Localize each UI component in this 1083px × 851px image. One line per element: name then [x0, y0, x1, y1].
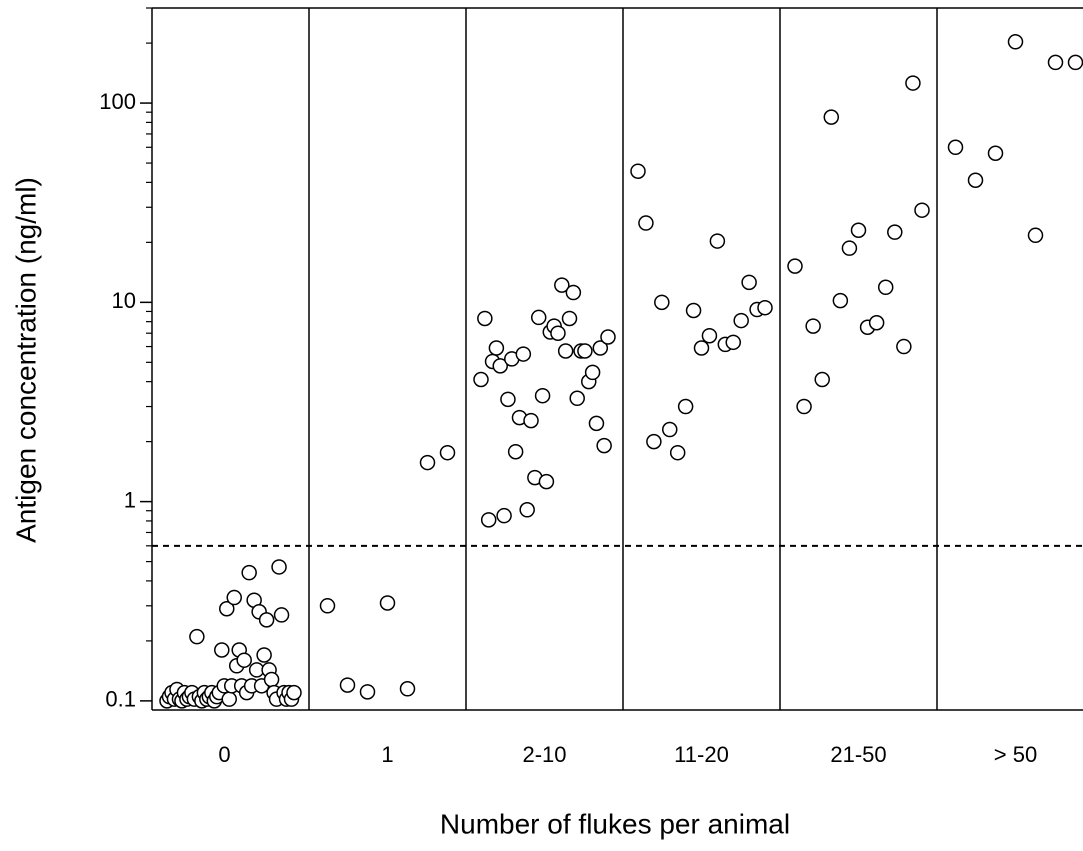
- data-point: [515, 346, 532, 362]
- data-point: [271, 559, 287, 575]
- x-tick-label: > 50: [994, 742, 1037, 767]
- data-point: [967, 172, 984, 188]
- data-point: [741, 274, 757, 291]
- data-point: [519, 502, 535, 518]
- data-point: [339, 677, 356, 693]
- data-point: [592, 340, 609, 356]
- x-tick-label: 2-10: [522, 742, 566, 767]
- data-point: [677, 398, 694, 415]
- y-tick-label: 10: [112, 288, 136, 313]
- data-point: [236, 652, 252, 668]
- data-point: [241, 564, 257, 581]
- data-point: [565, 284, 582, 301]
- y-tick-label: 1: [124, 487, 136, 512]
- data-point: [219, 600, 235, 617]
- data-point: [850, 222, 867, 239]
- data-point: [226, 589, 242, 606]
- data-point: [887, 224, 903, 240]
- data-point: [538, 473, 555, 490]
- data-point: [189, 628, 205, 645]
- data-point: [477, 310, 493, 327]
- data-point: [662, 421, 678, 438]
- data-point: [823, 109, 840, 125]
- data-point: [480, 512, 497, 528]
- data-point: [669, 444, 686, 461]
- data-point: [600, 329, 616, 345]
- data-point: [263, 671, 280, 688]
- data-point: [569, 390, 585, 407]
- data-point: [701, 327, 718, 344]
- data-point: [1027, 227, 1044, 244]
- data-point: [596, 437, 612, 454]
- data-point: [787, 258, 803, 274]
- data-point: [507, 443, 524, 460]
- data-point: [646, 433, 662, 450]
- data-point: [914, 202, 930, 218]
- data-point: [709, 233, 726, 249]
- data-point: [577, 343, 593, 359]
- data-point: [588, 415, 605, 432]
- data-point: [630, 163, 646, 179]
- data-point: [725, 334, 741, 351]
- data-point: [359, 684, 376, 700]
- data-point: [685, 302, 702, 319]
- data-point: [561, 310, 578, 327]
- data-point: [221, 691, 238, 707]
- y-tick-label: 0.1: [105, 687, 136, 712]
- data-point: [530, 309, 547, 326]
- data-point: [1007, 34, 1024, 50]
- x-tick-label: 1: [381, 742, 393, 767]
- data-point: [523, 412, 539, 429]
- data-point: [1047, 54, 1064, 71]
- data-point: [796, 398, 812, 415]
- data-point: [814, 371, 830, 388]
- data-point: [987, 145, 1004, 162]
- x-tick-label: 11-20: [674, 742, 729, 767]
- data-point: [256, 647, 272, 663]
- data-point: [214, 642, 230, 658]
- data-point: [905, 75, 921, 91]
- data-point: [733, 312, 749, 329]
- y-axis-title: Antigen concentration (ng/ml): [10, 177, 41, 543]
- data-point: [877, 279, 894, 296]
- data-point: [488, 340, 505, 356]
- data-point: [550, 325, 566, 341]
- data-point: [473, 371, 489, 388]
- data-point: [693, 340, 710, 356]
- x-tick-label: 21-50: [830, 742, 886, 767]
- data-point: [584, 364, 601, 381]
- data-point: [947, 139, 964, 156]
- data-point: [896, 338, 912, 355]
- data-point: [319, 598, 336, 614]
- data-point: [638, 215, 654, 231]
- data-point: [534, 387, 551, 404]
- data-point: [496, 507, 512, 524]
- data-point: [654, 294, 670, 311]
- data-point: [439, 444, 456, 461]
- data-point: [500, 391, 516, 408]
- data-point: [379, 595, 396, 611]
- data-point: [805, 318, 821, 334]
- data-point: [832, 292, 849, 309]
- data-point: [868, 314, 885, 331]
- data-point: [841, 240, 858, 256]
- x-tick-label: 0: [218, 742, 230, 767]
- data-point: [557, 343, 574, 359]
- data-point: [1067, 54, 1083, 71]
- data-point: [258, 612, 275, 628]
- data-point: [273, 607, 290, 623]
- x-axis-title: Number of flukes per animal: [440, 808, 790, 839]
- data-point: [419, 454, 436, 471]
- data-point: [554, 277, 570, 293]
- data-point: [492, 358, 508, 374]
- data-point: [286, 684, 302, 701]
- data-point: [399, 681, 416, 697]
- data-point: [757, 299, 773, 316]
- y-tick-label: 100: [99, 89, 136, 114]
